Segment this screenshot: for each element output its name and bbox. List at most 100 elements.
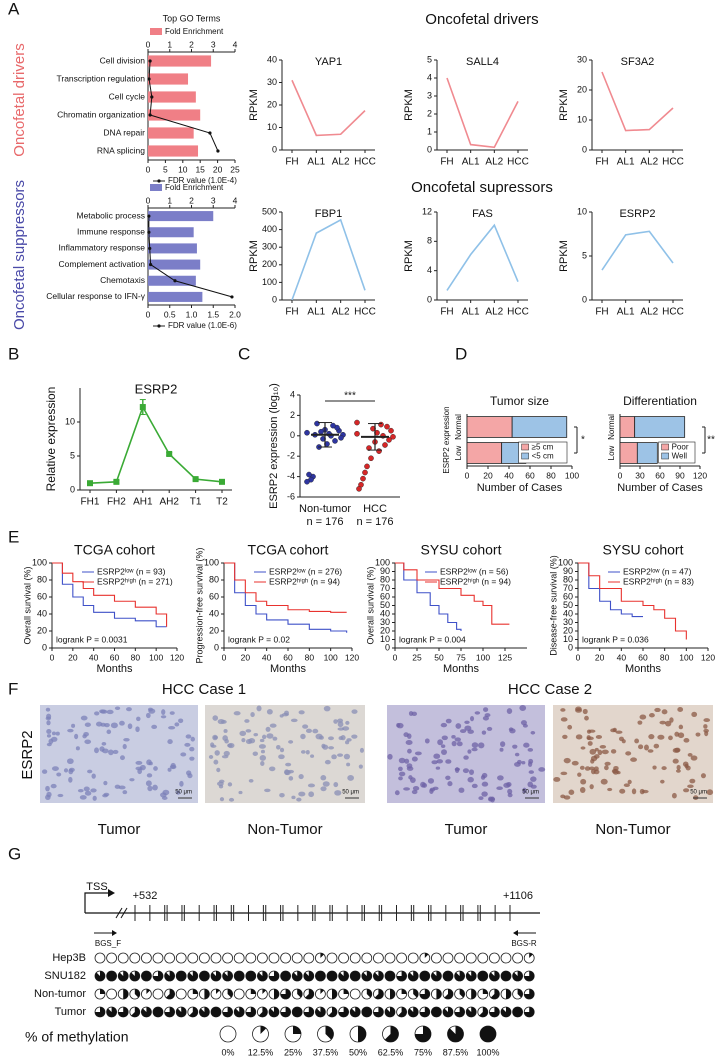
legend-label: ESRP2ʰⁱᵍʰ (n = 83) xyxy=(623,576,694,586)
nucleus xyxy=(83,731,89,737)
survival-curve xyxy=(224,562,347,613)
y-tick-label: 8 xyxy=(427,236,432,246)
y-axis-label: RPKM xyxy=(248,89,260,121)
nucleus xyxy=(67,728,74,733)
cpg-circle-fill xyxy=(431,1007,442,1017)
nucleus xyxy=(454,737,461,742)
nucleus xyxy=(135,760,143,765)
x-tick-label: AL2 xyxy=(485,307,503,318)
nucleus xyxy=(136,716,141,722)
nucleus xyxy=(227,742,235,749)
nucleus xyxy=(63,768,69,773)
y-tick-label: 60 xyxy=(209,591,219,601)
x-tick-label: FH xyxy=(595,307,608,318)
side-label: Oncofetal suppressors xyxy=(11,180,28,330)
nucleus xyxy=(560,771,568,776)
nucleus xyxy=(469,715,475,722)
nucleus xyxy=(481,781,489,787)
nucleus xyxy=(228,797,235,802)
x-tick-label: 15 xyxy=(195,164,205,174)
nucleus xyxy=(519,705,527,711)
y-tick-label: 10 xyxy=(577,206,587,216)
bar-segment xyxy=(636,442,658,464)
nucleus xyxy=(683,738,690,743)
nucleus xyxy=(398,771,406,777)
cpg-circle-fill xyxy=(454,1007,465,1018)
cpg-circle xyxy=(106,988,117,1000)
sample-label: Tumor xyxy=(55,1006,87,1018)
legend-label: FDR value (1.0E-4) xyxy=(168,176,237,185)
nucleus xyxy=(118,785,126,790)
nucleus xyxy=(408,711,414,716)
x-tick-label: 100 xyxy=(679,652,693,662)
legend-label: Poor xyxy=(672,443,689,452)
x-axis-label: Months xyxy=(625,663,662,675)
nucleus xyxy=(604,765,609,771)
cpg-circle-fill xyxy=(350,1007,361,1017)
nucleus xyxy=(212,734,218,741)
cpg-circle xyxy=(152,988,164,1000)
nucleus xyxy=(665,720,672,727)
x-tick-label: T1 xyxy=(190,497,202,508)
nucleus xyxy=(464,725,472,731)
legend-swatch xyxy=(150,28,162,35)
data-point xyxy=(376,448,382,454)
nucleus xyxy=(621,739,626,744)
x-tick-label: 20 xyxy=(213,164,223,174)
chart-title: ESRP2 xyxy=(135,381,178,396)
legend-swatch xyxy=(661,443,669,451)
line xyxy=(291,218,366,301)
nucleus xyxy=(46,720,51,726)
row-title: Oncofetal supressors xyxy=(411,179,553,196)
scale-bar-label: 50 μm xyxy=(342,790,359,796)
nucleus xyxy=(586,729,592,734)
y-tick-label: 100 xyxy=(32,557,47,567)
marker xyxy=(139,404,146,411)
nucleus xyxy=(553,777,561,782)
nucleus xyxy=(351,734,358,739)
nucleus xyxy=(217,718,225,725)
nucleus xyxy=(95,721,103,727)
nucleus xyxy=(521,761,526,765)
cpg-circle-fill xyxy=(396,971,407,981)
nucleus xyxy=(344,740,350,745)
marker xyxy=(166,450,173,457)
cpg-circle-fill xyxy=(222,971,233,981)
nucleus xyxy=(582,708,588,715)
data-point xyxy=(318,428,324,435)
category-label: RNA splicing xyxy=(97,145,145,155)
data-point xyxy=(354,419,360,426)
nucleus xyxy=(451,740,457,747)
y-tick-label: 100 xyxy=(558,557,573,567)
nucleus xyxy=(654,707,661,713)
y-tick-label: 60 xyxy=(37,591,47,601)
nucleus xyxy=(590,758,595,764)
nucleus xyxy=(308,791,315,798)
cpg-circle-fill xyxy=(506,989,511,999)
x-tick-label: 0.5 xyxy=(164,309,176,319)
nucleus xyxy=(127,723,133,730)
nucleus xyxy=(168,725,176,730)
histology-image: 50 μm xyxy=(40,705,198,803)
nucleus xyxy=(122,790,128,795)
y-tick-label: 90 xyxy=(380,566,390,576)
x-tick-label: 0 xyxy=(465,470,470,480)
fdr-point xyxy=(216,149,220,153)
nucleus xyxy=(129,778,135,782)
nucleus xyxy=(288,740,294,744)
chart-title: Tumor size xyxy=(490,394,549,408)
nucleus xyxy=(216,767,221,773)
legend-swatch xyxy=(521,452,529,460)
nucleus xyxy=(153,766,158,771)
y-tick-label: 100 xyxy=(262,277,277,287)
cpg-circle-fill xyxy=(292,971,303,982)
x-tick-label: 4 xyxy=(233,39,238,49)
cpg-circle xyxy=(256,952,268,964)
bar xyxy=(148,91,196,103)
nucleus xyxy=(597,749,603,756)
x-tick-label: 20 xyxy=(595,652,605,662)
y-tick-label: 40 xyxy=(37,608,47,618)
category-label: Transcription regulation xyxy=(56,73,145,83)
x-tick-label: 120 xyxy=(693,470,707,480)
